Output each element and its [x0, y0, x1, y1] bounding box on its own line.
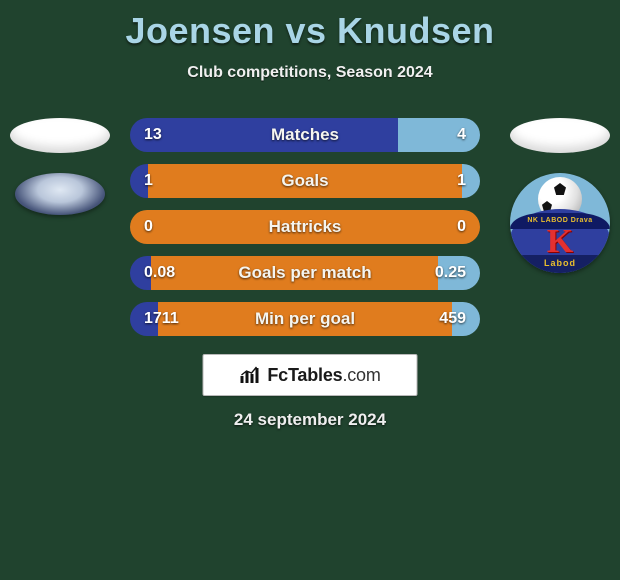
stat-bar-right-seg [452, 302, 480, 336]
stat-row: Matches134 [130, 118, 480, 152]
stat-bar-left-seg [130, 118, 398, 152]
right-player-column: 1933 NK LABOD Drava K Labod [500, 118, 620, 273]
stat-bar-left-seg [130, 256, 151, 290]
stat-row: Hattricks00 [130, 210, 480, 244]
left-player-column [0, 118, 120, 215]
brand-box: FcTables.com [203, 354, 418, 396]
stat-bar-mid-seg [148, 164, 462, 198]
brand-name: FcTables [267, 365, 342, 385]
stat-bar-mid-seg [158, 302, 452, 336]
stat-bar-track [130, 256, 480, 290]
stat-bar-right-seg [398, 118, 480, 152]
badge-bottom-text: Labod [510, 255, 610, 273]
page-title: Joensen vs Knudsen [0, 0, 620, 52]
bars-icon [239, 366, 261, 384]
stat-bar-left-seg [130, 164, 148, 198]
stat-row: Goals11 [130, 164, 480, 198]
stat-bar-track [130, 302, 480, 336]
comparison-infographic: { "type": "comparison-infographic", "bac… [0, 0, 620, 580]
stat-bar-right-seg [462, 164, 480, 198]
stat-bar-right-seg [438, 256, 480, 290]
brand-suffix: .com [342, 365, 380, 385]
badge-letter: K [542, 225, 578, 259]
stat-bar-mid-seg [130, 210, 480, 244]
brand-text: FcTables.com [267, 365, 380, 386]
stat-bar-mid-seg [151, 256, 438, 290]
player-photo-placeholder-right [510, 118, 610, 153]
stat-bar-track [130, 210, 480, 244]
club-badge-right: 1933 NK LABOD Drava K Labod [510, 173, 610, 273]
stat-bars: Matches134 Goals11 Hattricks00 Goals per ma… [130, 118, 480, 336]
stat-row: Min per goal1711459 [130, 302, 480, 336]
stat-row: Goals per match0.080.25 [130, 256, 480, 290]
club-badge-left [15, 173, 105, 215]
subtitle: Club competitions, Season 2024 [0, 64, 620, 82]
date-line: 24 september 2024 [0, 410, 620, 430]
stat-bar-track [130, 118, 480, 152]
stat-bar-track [130, 164, 480, 198]
stat-bar-left-seg [130, 302, 158, 336]
player-photo-placeholder-left [10, 118, 110, 153]
